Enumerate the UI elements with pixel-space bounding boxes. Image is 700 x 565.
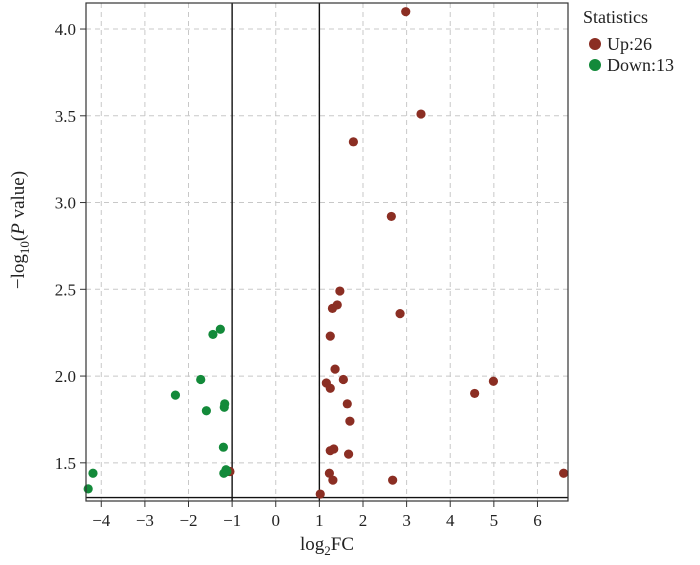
y-axis-title-rest: value) [8,171,29,223]
data-point-up-20 [324,468,334,478]
data-point-up-9 [330,364,340,374]
x-tick-label-2: −2 [179,511,197,530]
legend-label-down: Down:13 [607,55,674,75]
data-point-up-12 [325,383,335,393]
x-tick-label-1: −3 [136,511,154,530]
data-point-down-2 [196,374,206,385]
y-axis-title: −log10(P value) [8,171,32,289]
data-point-down-7 [218,442,229,452]
data-point-up-24 [315,489,325,499]
x-tick-label-3: −1 [223,511,241,530]
y-tick-label-2: 2.5 [55,280,76,299]
x-tick-label-7: 3 [402,511,411,530]
y-axis-title-italic: P [8,223,29,236]
data-point-up-16 [470,388,480,399]
threshold-lines [86,3,568,501]
y-tick-label-5: 4.0 [55,20,76,39]
x-axis-title-base: log [300,534,325,555]
legend-label-up: Up:26 [607,34,652,54]
data-point-up-21 [328,475,338,485]
plot-border [85,2,569,502]
data-point-up-2 [348,137,358,147]
data-point-down-0 [215,324,225,334]
data-point-down-6 [201,406,211,416]
y-tick-label-1: 2.0 [55,367,76,386]
data-point-up-14 [345,416,355,426]
x-tick-label-4: 0 [271,511,280,530]
y-tick-label-0: 1.5 [55,454,76,473]
data-point-up-15 [488,376,499,386]
data-point-up-5 [335,286,345,296]
data-point-down-11 [83,484,93,494]
data-point-up-1 [416,109,426,119]
data-points [83,7,569,499]
x-axis-title-sub: 2 [324,543,331,558]
x-tick-label-0: −4 [92,511,111,530]
data-point-up-3 [386,211,396,222]
x-axis-title: log2FC [300,534,354,558]
data-point-up-7 [327,303,338,313]
data-point-down-3 [170,390,181,400]
data-point-up-13 [342,399,352,409]
x-tick-label-9: 5 [490,511,499,530]
legend: Statistics Up:26 Down:13 [583,7,674,75]
y-axis-title-sub: 10 [17,241,32,254]
data-point-down-1 [208,329,218,340]
data-point-up-19 [343,449,354,459]
legend-item-up: Up:26 [589,34,652,54]
x-tick-label-6: 2 [359,511,368,530]
data-point-up-18 [325,446,335,456]
axis-ticks: −4 −3 −2 −1 0 1 2 3 4 5 6 1.5 2.0 2.5 3.0 3.5 4.0 [55,20,542,530]
legend-item-down: Down:13 [589,55,674,75]
x-axis-title-rest: FC [331,534,354,555]
y-axis-title-open: ( [8,235,29,241]
y-tick-label-3: 3.0 [55,194,76,213]
data-point-up-22 [388,475,398,485]
x-tick-label-10: 6 [533,511,542,530]
legend-swatch-up [589,38,601,50]
x-tick-label-8: 4 [446,511,455,530]
data-point-down-10 [88,468,98,478]
y-tick-label-4: 3.5 [55,107,76,126]
data-point-up-0 [401,7,411,17]
data-point-down-12 [222,466,232,477]
y-axis-title-minus: −log [8,254,29,289]
data-point-up-8 [325,331,335,341]
data-point-up-10 [338,374,348,385]
plot-panel [86,3,568,501]
legend-title: Statistics [583,7,648,27]
legend-swatch-down [589,59,601,71]
data-point-down-5 [219,402,229,412]
x-tick-label-5: 1 [315,511,324,530]
data-point-up-4 [395,308,405,319]
data-point-up-23 [559,468,569,478]
